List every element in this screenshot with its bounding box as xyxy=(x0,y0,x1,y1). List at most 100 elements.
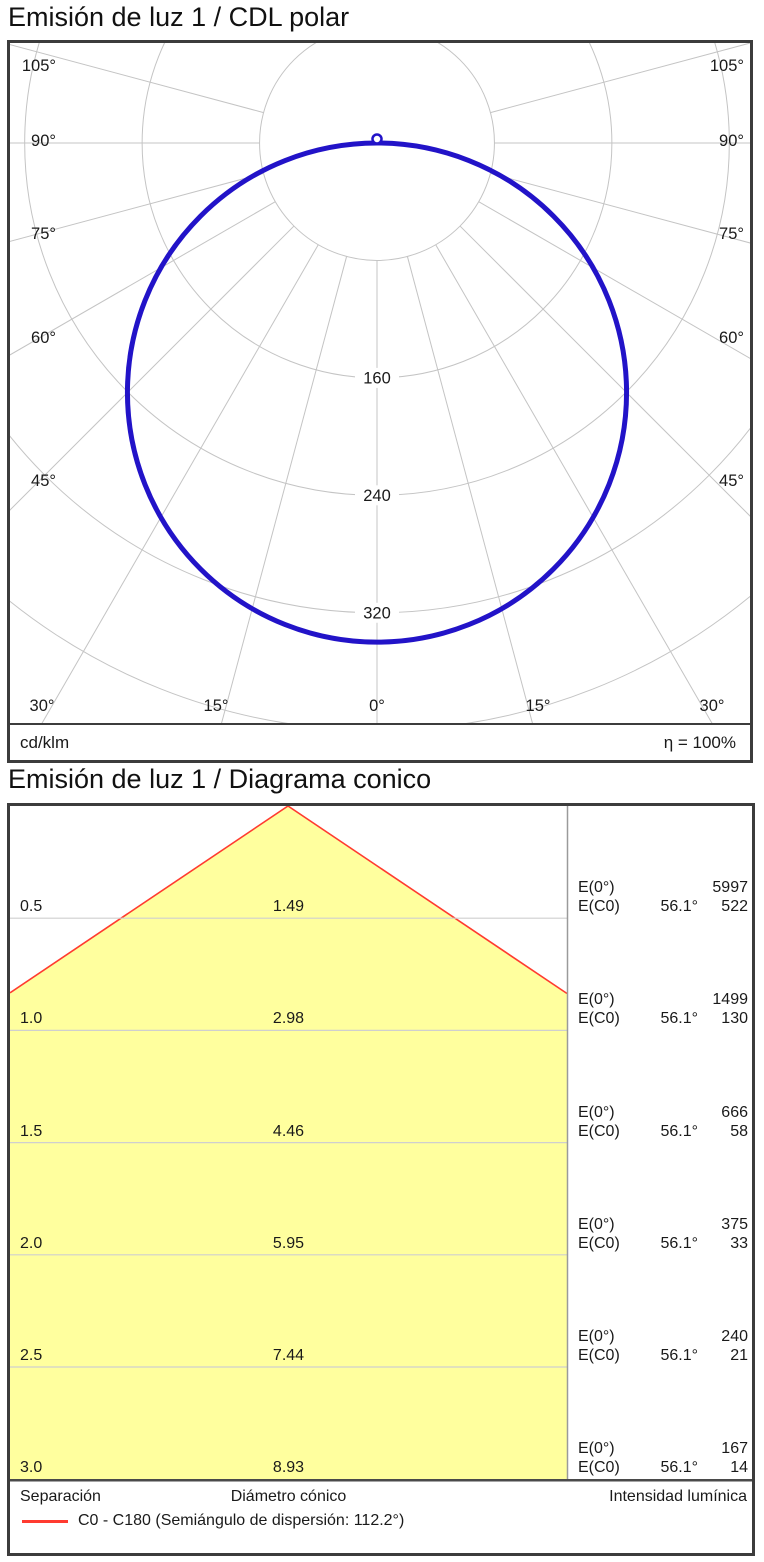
ec0-angle: 56.1° xyxy=(660,1010,698,1027)
ec0-value: 33 xyxy=(730,1235,748,1252)
polar-ring-gridline xyxy=(10,427,750,614)
e0-value: 375 xyxy=(721,1216,748,1233)
e0-value: 1499 xyxy=(712,991,748,1008)
polar-angle-tick-label: 30° xyxy=(700,697,725,715)
e0-label: E(0°) xyxy=(578,1328,615,1345)
luminaire-symbol xyxy=(371,133,383,145)
polar-angle-tick-label: 15° xyxy=(204,697,229,715)
polar-angle-tick-label: 90° xyxy=(719,132,744,150)
polar-angle-gridline xyxy=(10,44,264,114)
polar-angle-tick-label: 45° xyxy=(31,472,56,490)
e0-value: 240 xyxy=(721,1328,748,1345)
e0-line: E(0°) 5997 xyxy=(578,878,748,897)
e0-label: E(0°) xyxy=(578,991,615,1008)
cone-row-diameter: 7.44 xyxy=(272,1347,305,1364)
polar-angle-gridline xyxy=(478,201,750,359)
cone-diagram: 0.5 1.49 E(0°) 5997 E(C0) 56.1° 522 1.0 2.98 E(0°… xyxy=(7,803,755,1556)
e0-line: E(0°) 1499 xyxy=(578,990,748,1009)
polar-angle-gridline xyxy=(406,256,533,723)
cone-row-evalues: E(0°) 240 E(C0) 56.1° 21 xyxy=(578,1327,748,1365)
polar-angle-gridline xyxy=(41,244,319,723)
cone-row-separation: 2.5 xyxy=(20,1347,43,1364)
e0-label: E(0°) xyxy=(578,879,615,896)
e0-angle xyxy=(640,1327,698,1346)
cone-footer-intensity-label: Intensidad lumínica xyxy=(609,1488,747,1505)
cone-row-separation: 1.5 xyxy=(20,1123,43,1140)
cone-legend-label: C0 - C180 (Semiángulo de dispersión: 112… xyxy=(78,1512,405,1529)
e0-value: 5997 xyxy=(712,879,748,896)
cone-row-diameter: 5.95 xyxy=(272,1235,305,1252)
ec0-value: 522 xyxy=(721,898,748,915)
cone-row-evalues: E(0°) 167 E(C0) 56.1° 14 xyxy=(578,1439,748,1477)
e0-angle xyxy=(640,1215,698,1234)
ec0-line: E(C0) 56.1° 522 xyxy=(578,897,748,916)
ring-label-chip xyxy=(355,602,399,623)
polar-plot-area: 160 240 320 105° 90° 75° 60° 45° 105° 90° 75° 60° 45… xyxy=(10,43,750,723)
polar-footer: cd/klm η = 100% xyxy=(10,723,750,760)
e0-line: E(0°) 375 xyxy=(578,1215,748,1234)
e0-line: E(0°) 240 xyxy=(578,1327,748,1346)
ec0-line: E(C0) 56.1° 33 xyxy=(578,1234,748,1253)
cone-row-evalues: E(0°) 1499 E(C0) 56.1° 130 xyxy=(578,990,748,1028)
e0-label: E(0°) xyxy=(578,1104,615,1121)
ec0-line: E(C0) 56.1° 21 xyxy=(578,1346,748,1365)
polar-angle-gridline xyxy=(459,225,750,517)
cone-row-separation: 1.0 xyxy=(20,1010,43,1027)
polar-angle-tick-label: 75° xyxy=(719,225,744,243)
e0-line: E(0°) 167 xyxy=(578,1439,748,1458)
ec0-value: 21 xyxy=(730,1347,748,1364)
ec0-angle: 56.1° xyxy=(660,1459,698,1476)
e0-value: 167 xyxy=(721,1440,748,1457)
beam-edge-right xyxy=(287,806,568,995)
cone-row-diameter: 1.49 xyxy=(272,898,305,915)
e0-angle xyxy=(640,878,698,897)
cone-row-diameter: 8.93 xyxy=(272,1459,305,1476)
cone-row-diameter: 2.98 xyxy=(272,1010,305,1027)
ec0-angle: 56.1° xyxy=(660,898,698,915)
ec0-angle: 56.1° xyxy=(660,1235,698,1252)
polar-angle-tick-label: 90° xyxy=(31,132,56,150)
e0-angle xyxy=(640,990,698,1009)
cone-footer-separation-label: Separación xyxy=(20,1488,101,1505)
cone-row-evalues: E(0°) 375 E(C0) 56.1° 33 xyxy=(578,1215,748,1253)
e0-label: E(0°) xyxy=(578,1440,615,1457)
cone-row-evalues: E(0°) 5997 E(C0) 56.1° 522 xyxy=(578,878,748,916)
polar-angle-gridline xyxy=(221,256,348,723)
polar-ring-tick-label: 160 xyxy=(363,370,391,388)
beam-edge-left xyxy=(10,806,289,994)
ring-label-chip xyxy=(355,485,399,506)
polar-angle-tick-label: 75° xyxy=(31,225,56,243)
polar-diagram: 160 240 320 105° 90° 75° 60° 45° 105° 90° 75° 60° 45… xyxy=(7,40,753,763)
polar-angle-tick-label: 30° xyxy=(30,697,55,715)
ec0-value: 14 xyxy=(730,1459,748,1476)
e0-value: 666 xyxy=(721,1104,748,1121)
ec0-angle: 56.1° xyxy=(660,1123,698,1140)
ec0-label: E(C0) xyxy=(578,898,620,915)
polar-angle-gridline xyxy=(10,172,264,242)
polar-ring-gridline xyxy=(259,43,495,261)
cone-row-separation: 3.0 xyxy=(20,1459,43,1476)
ec0-label: E(C0) xyxy=(578,1235,620,1252)
cone-row-separation: 2.0 xyxy=(20,1235,43,1252)
polar-angle-gridline xyxy=(490,43,750,114)
e0-label: E(0°) xyxy=(578,1216,615,1233)
ec0-label: E(C0) xyxy=(578,1010,620,1027)
cone-row-evalues: E(0°) 666 E(C0) 56.1° 58 xyxy=(578,1103,748,1141)
legend-line-swatch xyxy=(22,1520,68,1523)
ec0-label: E(C0) xyxy=(578,1459,620,1476)
e0-line: E(0°) 666 xyxy=(578,1103,748,1122)
ec0-line: E(C0) 56.1° 130 xyxy=(578,1009,748,1028)
ec0-line: E(C0) 56.1° 58 xyxy=(578,1122,748,1141)
ec0-line: E(C0) 56.1° 14 xyxy=(578,1458,748,1477)
cone-row-diameter: 4.46 xyxy=(272,1123,305,1140)
polar-efficiency-label: η = 100% xyxy=(663,732,736,752)
polar-angle-gridline xyxy=(10,201,276,356)
cone-row-separation: 0.5 xyxy=(20,898,43,915)
ring-label-chip xyxy=(355,367,399,388)
polar-angle-tick-label: 105° xyxy=(22,57,56,75)
ec0-label: E(C0) xyxy=(578,1123,620,1140)
polar-angle-tick-label: 45° xyxy=(719,472,744,490)
polar-ring-tick-label: 320 xyxy=(363,605,391,623)
cone-footer-diameter-label: Diámetro cónico xyxy=(230,1488,347,1505)
ec0-label: E(C0) xyxy=(578,1347,620,1364)
